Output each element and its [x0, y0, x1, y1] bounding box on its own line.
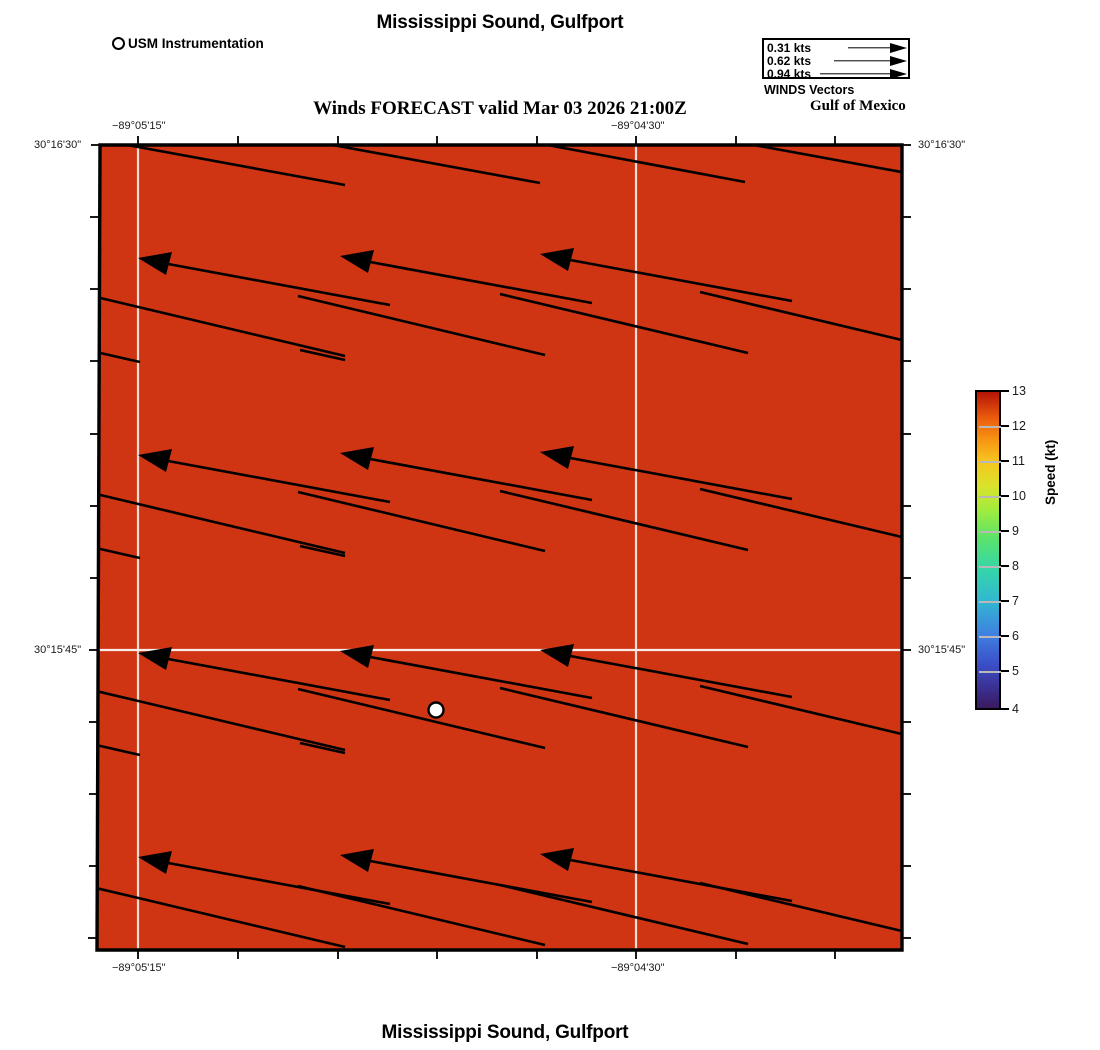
- x-axis-label-top-2: −89°04'30": [611, 120, 665, 132]
- colorbar-axis-title: Speed (kt): [1043, 439, 1058, 505]
- wind-arrow: [540, 644, 793, 699]
- region-caption: Gulf of Mexico: [810, 98, 906, 114]
- plot-frame: [95, 143, 904, 952]
- colorbar-tick-7: 7: [1012, 594, 1019, 608]
- vector-legend-label: 0.62 kts: [767, 53, 812, 68]
- vector-legend-label: 0.94 kts: [767, 66, 812, 81]
- colorbar-tick-10: 10: [1012, 489, 1026, 503]
- colorbar-tick-4: 4: [1012, 702, 1019, 716]
- colorbar-tick-8: 8: [1012, 559, 1019, 573]
- vector-scale-legend: 0.31 kts 0.62 kts 0.94 kts: [762, 38, 910, 80]
- axis-ticks-bottom: [137, 950, 836, 959]
- wind-vector-arrows: [138, 248, 793, 906]
- vector-shaft-icon: [848, 46, 890, 49]
- vector-arrowhead-icon: [890, 68, 907, 79]
- x-axis-label-top-1: −89°05'15": [112, 120, 166, 132]
- wind-arrow: [540, 848, 793, 903]
- y-axis-label-right-1: 30°16'30": [918, 139, 966, 151]
- wind-arrow: [138, 449, 391, 504]
- graticule-lines: [97, 145, 902, 950]
- colorbar-tick-13: 13: [1012, 384, 1026, 398]
- axis-ticks-right: [902, 144, 911, 939]
- wind-arrow: [540, 446, 793, 501]
- colorbar-tick-12: 12: [1012, 419, 1026, 433]
- usm-instrumentation-legend: USM Instrumentation: [112, 36, 264, 51]
- vector-legend-row: 0.94 kts: [764, 67, 908, 80]
- vector-arrowhead-icon: [890, 42, 907, 53]
- footer-title: Mississippi Sound, Gulfport: [381, 1022, 629, 1043]
- y-axis-label-left-1: 30°16'30": [34, 139, 82, 151]
- usm-legend-label: USM Instrumentation: [128, 36, 264, 51]
- axis-ticks-top: [137, 136, 836, 145]
- wind-arrow: [340, 849, 593, 904]
- usm-station-marker: [427, 701, 445, 719]
- axis-ticks-left: [88, 144, 100, 939]
- wind-arrow: [138, 851, 391, 906]
- wind-arrow: [340, 250, 593, 305]
- wind-vector-field: [97, 145, 902, 949]
- wind-speed-field: [97, 145, 902, 950]
- y-axis-label-left-2: 30°15'45": [34, 644, 82, 656]
- colorbar-tick-6: 6: [1012, 629, 1019, 643]
- colorbar-tick-5: 5: [1012, 664, 1019, 678]
- wind-arrow: [138, 647, 391, 702]
- x-axis-label-bottom-1: −89°05'15": [112, 962, 166, 974]
- colorbar-gradient: [975, 390, 1001, 710]
- vector-arrowhead-icon: [890, 55, 907, 66]
- vector-legend-row: 0.31 kts: [764, 41, 908, 54]
- open-circle-icon: [112, 37, 125, 50]
- vector-legend-label: 0.31 kts: [767, 40, 812, 55]
- colorbar-tick-9: 9: [1012, 524, 1019, 538]
- y-axis-label-right-2: 30°15'45": [918, 644, 966, 656]
- wind-arrow: [340, 645, 593, 700]
- vector-legend-row: 0.62 kts: [764, 54, 908, 67]
- x-axis-label-bottom-2: −89°04'30": [611, 962, 665, 974]
- page-title: Mississippi Sound, Gulfport: [376, 12, 624, 33]
- vector-legend-caption: WINDS Vectors: [764, 83, 855, 97]
- forecast-subtitle: Winds FORECAST valid Mar 03 2026 21:00Z: [313, 98, 687, 119]
- vector-shaft-icon: [820, 72, 890, 75]
- wind-arrow: [340, 447, 593, 502]
- wind-arrow: [138, 252, 391, 307]
- wind-arrow: [540, 248, 793, 303]
- vector-shaft-icon: [834, 59, 890, 62]
- colorbar-tick-11: 11: [1012, 454, 1025, 468]
